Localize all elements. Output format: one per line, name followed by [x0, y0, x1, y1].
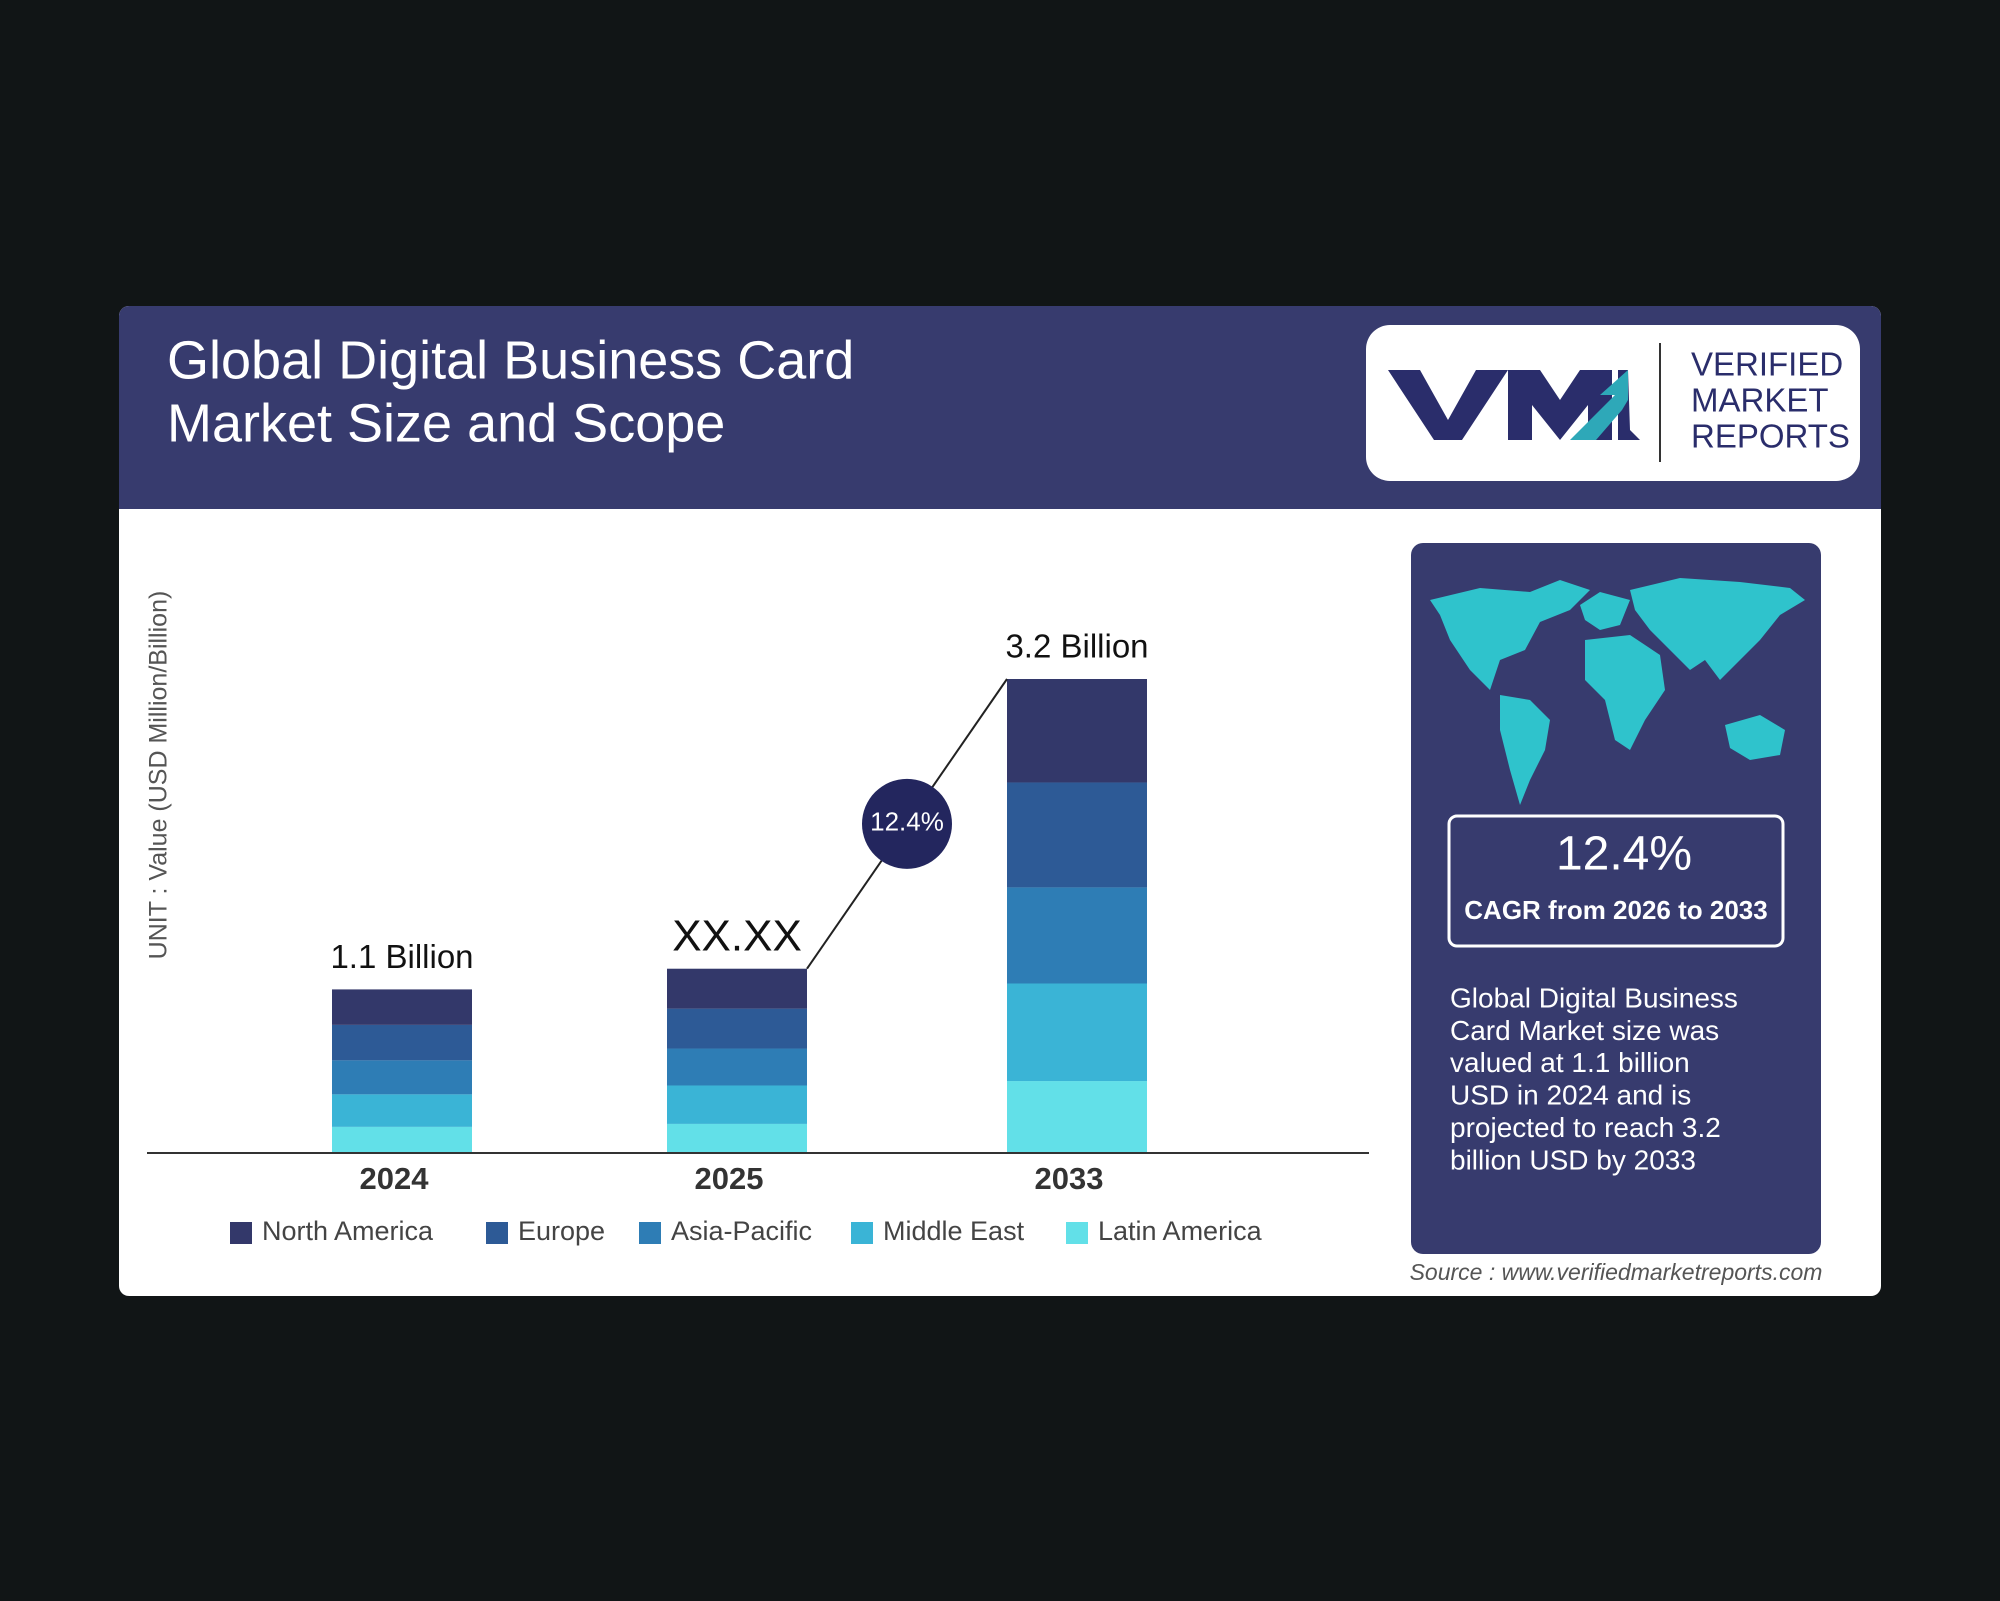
cagr-caption: CAGR from 2026 to 2033	[1464, 895, 1767, 925]
legend-label: Asia-Pacific	[671, 1216, 812, 1246]
description-line: USD in 2024 and is	[1450, 1080, 1691, 1111]
legend-label: Europe	[518, 1216, 605, 1246]
description-line: Global Digital Business	[1450, 982, 1738, 1013]
legend-swatch	[1066, 1222, 1088, 1244]
x-tick-label: 2033	[1035, 1161, 1104, 1196]
cagr-bubble	[862, 778, 952, 869]
description-line: projected to reach 3.2	[1450, 1112, 1721, 1143]
description-line: Card Market size was	[1450, 1015, 1719, 1046]
world-map	[1430, 578, 1805, 805]
bar-segment	[1007, 679, 1147, 783]
title-line: Global Digital Business Card	[167, 330, 854, 390]
legend-label: North America	[262, 1216, 434, 1246]
logo-mark	[1388, 370, 1640, 440]
bar-segment	[332, 1126, 472, 1152]
bar-segment	[667, 1123, 807, 1152]
bar-segment	[667, 1008, 807, 1049]
legend-label: Latin America	[1098, 1216, 1263, 1246]
logo-text: MARKET	[1691, 382, 1829, 419]
title-line: Market Size and Scope	[167, 393, 725, 453]
bar-segment	[332, 1024, 472, 1061]
description-line: valued at 1.1 billion	[1450, 1047, 1690, 1078]
value-label: 1.1 Billion	[330, 938, 473, 975]
description-line: billion USD by 2033	[1450, 1144, 1696, 1175]
source: Source : www.verifiedmarketreports.com	[1410, 1259, 1823, 1285]
bar-segment	[332, 1094, 472, 1127]
legend-label: Middle East	[883, 1216, 1025, 1246]
bar-segment	[667, 1085, 807, 1124]
x-tick-label: 2024	[360, 1161, 430, 1196]
legend-swatch	[230, 1222, 252, 1244]
bar-segment	[1007, 1081, 1147, 1152]
bar-segment	[332, 1060, 472, 1095]
bar-segment	[332, 989, 472, 1025]
value-label: XX.XX	[672, 911, 802, 960]
bar-segment	[667, 1048, 807, 1086]
cagr-box	[1447, 814, 1785, 948]
legend-swatch	[851, 1222, 873, 1244]
logo-text: VERIFIED	[1691, 346, 1843, 383]
legend-swatch	[486, 1222, 508, 1244]
logo-text: REPORTS	[1691, 418, 1850, 455]
bar-segment	[1007, 983, 1147, 1082]
x-tick-label: 2025	[695, 1161, 764, 1196]
plot: 2024 1.1 Billion 2025 XX.XX 2033 3.2 Billion 1…	[230, 628, 1263, 1246]
cagr-bubble-label: 12.4%	[870, 807, 944, 837]
bar-segment	[667, 968, 807, 1009]
y-axis-label: UNIT : Value (USD Million/Billion)	[145, 591, 173, 960]
value-label: 3.2 Billion	[1005, 628, 1148, 665]
cagr-value: 12.4%	[1556, 828, 1692, 881]
bar-segment	[1007, 782, 1147, 888]
bar-segment	[1007, 887, 1147, 984]
legend-swatch	[639, 1222, 661, 1244]
